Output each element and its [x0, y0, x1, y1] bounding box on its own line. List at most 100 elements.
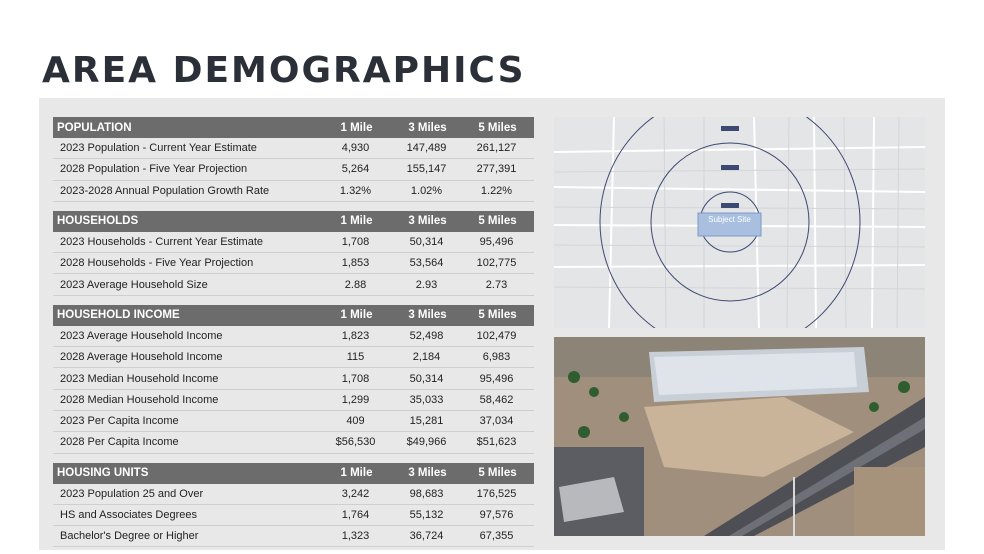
table-row: 2028 Per Capita Income $56,530 $49,966 $51,… [53, 432, 534, 454]
cell-value: 1,323 [341, 530, 370, 543]
aerial-graphic [554, 337, 925, 536]
table-row: 2028 Households - Five Year Projection 1,… [53, 253, 534, 275]
column-header: 5 Miles [478, 467, 517, 480]
row-label: 2023 Average Household Income [60, 329, 223, 342]
cell-value: 6,983 [482, 351, 511, 364]
cell-value: 52,498 [409, 329, 444, 342]
section-heading: POPULATION [57, 121, 132, 134]
cell-value: 1.02% [410, 184, 443, 197]
cell-value: 98,683 [409, 487, 444, 500]
column-header: 3 Miles [408, 121, 447, 134]
section-housing-units: HOUSING UNITS 1 Mile 3 Miles 5 Miles 2023 Po… [53, 462, 534, 548]
cell-value: 102,479 [476, 329, 517, 342]
row-label: 2023 Population 25 and Over [60, 487, 204, 500]
cell-value: 1,853 [341, 257, 370, 270]
table-row: Bachelor's Degree or Higher 1,323 36,724 67… [53, 526, 534, 548]
cell-value: 2.88 [344, 278, 367, 291]
cell-value: $49,966 [406, 436, 447, 449]
section-households: HOUSEHOLDS 1 Mile 3 Miles 5 Miles 2023 House… [53, 210, 534, 296]
row-label: 2023 Households - Current Year Estimate [60, 236, 264, 249]
cell-value: 95,496 [479, 236, 514, 249]
cell-value: $56,530 [335, 436, 376, 449]
row-label: 2023 Population - Current Year Estimate [60, 142, 257, 155]
cell-value: 50,314 [409, 236, 444, 249]
table-row: 2023 Population 25 and Over 3,242 98,683 17… [53, 484, 534, 505]
cell-value: 37,034 [479, 415, 514, 428]
cell-value: 277,391 [476, 163, 517, 176]
row-label: 2028 Per Capita Income [60, 436, 179, 449]
section-heading: HOUSEHOLD INCOME [57, 309, 180, 322]
radius-map: Subject Site [554, 117, 925, 328]
cell-value: 58,462 [479, 393, 514, 406]
column-header: 5 Miles [478, 215, 517, 228]
table-row: HS and Associates Degrees 1,764 55,132 97,5… [53, 505, 534, 527]
cell-value: 2.93 [415, 278, 438, 291]
table-row: 2023 Average Household Income 1,823 52,498… [53, 326, 534, 348]
section-header: POPULATION 1 Mile 3 Miles 5 Miles [53, 117, 534, 138]
row-label: 2023 Average Household Size [60, 278, 208, 291]
cell-value: 115 [346, 351, 365, 364]
cell-value: $51,623 [476, 436, 517, 449]
cell-value: 1,708 [341, 236, 370, 249]
column-header: 5 Miles [478, 121, 517, 134]
column-header: 1 Mile [340, 309, 373, 322]
row-label: 2023-2028 Annual Population Growth Rate [60, 184, 270, 197]
table-row: 2023 Households - Current Year Estimate 1… [53, 232, 534, 254]
cell-value: 50,314 [409, 372, 444, 385]
row-label: 2028 Households - Five Year Projection [60, 257, 254, 270]
row-label: 2028 Average Household Income [60, 351, 223, 364]
table-row: 2023 Average Household Size 2.88 2.93 2.73 [53, 274, 534, 296]
section-population: POPULATION 1 Mile 3 Miles 5 Miles 2023 Popul… [53, 117, 534, 202]
row-label: HS and Associates Degrees [60, 509, 197, 521]
table-row: 2023 Median Household Income 1,708 50,314 9… [53, 368, 534, 390]
aerial-photo [554, 337, 925, 536]
map-graphic [554, 117, 925, 328]
cell-value: 1,764 [341, 509, 370, 521]
cell-value: 1,708 [341, 372, 370, 385]
cell-value: 102,775 [476, 257, 517, 270]
row-label: 2028 Median Household Income [60, 393, 219, 406]
cell-value: 2,184 [412, 351, 441, 364]
cell-value: 1,823 [341, 329, 370, 342]
section-header: HOUSEHOLDS 1 Mile 3 Miles 5 Miles [53, 210, 534, 232]
table-row: 2028 Population - Five Year Projection 5,… [53, 159, 534, 181]
table-row: 2023 Population - Current Year Estimate 4… [53, 138, 534, 160]
cell-value: 35,033 [409, 393, 444, 406]
cell-value: 53,564 [409, 257, 444, 270]
page-title: AREA DEMOGRAPHICS [42, 50, 526, 91]
row-label: 2028 Population - Five Year Projection [60, 163, 248, 176]
cell-value: 97,576 [479, 509, 514, 521]
cell-value: 1,299 [341, 393, 370, 406]
cell-value: 409 [346, 415, 365, 428]
cell-value: 4,930 [341, 142, 370, 155]
cell-value: 55,132 [409, 509, 444, 521]
demographics-tables: POPULATION 1 Mile 3 Miles 5 Miles 2023 Popul… [53, 117, 534, 548]
cell-value: 95,496 [479, 372, 514, 385]
cell-value: 1.22% [480, 184, 513, 197]
column-header: 1 Mile [340, 215, 373, 228]
section-header: HOUSEHOLD INCOME 1 Mile 3 Miles 5 Miles [53, 304, 534, 326]
table-row: 2023-2028 Annual Population Growth Rate 1… [53, 181, 534, 202]
cell-value: 3,242 [341, 487, 370, 500]
column-header: 5 Miles [478, 309, 517, 322]
column-header: 3 Miles [408, 215, 447, 228]
cell-value: 1.32% [339, 184, 372, 197]
cell-value: 67,355 [479, 530, 514, 543]
column-header: 3 Miles [408, 309, 447, 322]
row-label: 2023 Median Household Income [60, 372, 219, 385]
table-row: 2028 Median Household Income 1,299 35,033 5… [53, 390, 534, 411]
cell-value: 36,724 [409, 530, 444, 543]
subject-site-label: Subject Site [708, 215, 751, 224]
cell-value: 147,489 [406, 142, 447, 155]
row-label: 2023 Per Capita Income [60, 415, 179, 428]
column-header: 1 Mile [340, 121, 373, 134]
cell-value: 2.73 [485, 278, 508, 291]
section-heading: HOUSEHOLDS [57, 215, 139, 228]
column-header: 3 Miles [408, 467, 447, 480]
cell-value: 155,147 [406, 163, 447, 176]
cell-value: 176,525 [476, 487, 517, 500]
cell-value: 5,264 [341, 163, 370, 176]
table-row: 2028 Average Household Income 115 2,184 6,9… [53, 347, 534, 369]
section-header: HOUSING UNITS 1 Mile 3 Miles 5 Miles [53, 462, 534, 484]
cell-value: 261,127 [476, 142, 517, 155]
